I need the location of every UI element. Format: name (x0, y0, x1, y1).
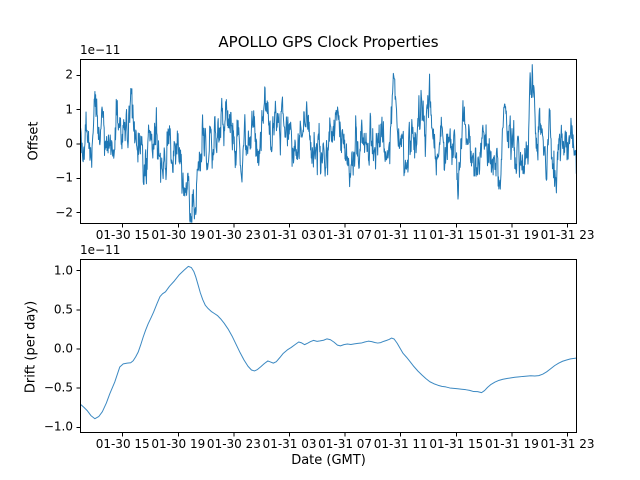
top-y-axis-label: Offset (26, 121, 42, 161)
figure-title: APOLLO GPS Clock Properties (218, 33, 439, 51)
drift-y-tick-label: −0.5 (43, 380, 73, 395)
drift-x-tick-label: 01-30 19 (151, 437, 206, 451)
offset-y-tick-label: 1 (65, 102, 73, 117)
offset-x-tick-label: 01-31 03 (262, 228, 317, 242)
drift-x-tick-label: 01-31 15 (429, 437, 484, 451)
drift-y-tick-label: −1.0 (43, 419, 73, 434)
offset-x-tick-label: 01-31 15 (429, 228, 484, 242)
offset-x-tick-label: 01-31 11 (373, 228, 428, 242)
offset-x-tick-label: 01-31 19 (484, 228, 539, 242)
drift-x-tick-label: 01-30 23 (206, 437, 261, 451)
top-scale-offset-label: 1e−11 (80, 43, 121, 57)
x-axis-label: Date (GMT) (291, 453, 366, 468)
offset-x-tick-label: 01-30 15 (95, 228, 150, 242)
drift-y-tick-label: 0.0 (53, 341, 73, 356)
offset-y-tick-label: −1 (55, 170, 73, 185)
offset-axes-frame (80, 59, 577, 224)
drift-y-tick-label: 0.5 (53, 302, 73, 317)
drift-x-tick-label: 01-31 11 (373, 437, 428, 451)
offset-plot-canvas (76, 59, 577, 228)
offset-y-tick-label: 2 (65, 67, 73, 82)
offset-y-tick-label: 0 (65, 136, 73, 151)
drift-x-tick-label: 01-31 23 (540, 437, 595, 451)
drift-x-tick-label: 01-31 19 (484, 437, 539, 451)
offset-y-tick-label: −2 (55, 205, 73, 220)
drift-x-tick-label: 01-30 15 (95, 437, 150, 451)
drift-axes-frame (80, 259, 577, 433)
drift-series-line (80, 265, 577, 420)
bottom-scale-offset-label: 1e−11 (80, 243, 121, 257)
drift-plot-canvas (76, 259, 577, 437)
drift-x-tick-label: 01-31 07 (318, 437, 373, 451)
offset-series-line (80, 64, 577, 223)
drift-y-tick-label: 1.0 (53, 263, 73, 278)
offset-x-tick-label: 01-31 23 (540, 228, 595, 242)
drift-x-tick-label: 01-31 03 (262, 437, 317, 451)
offset-x-tick-label: 01-31 07 (318, 228, 373, 242)
offset-x-tick-label: 01-30 23 (206, 228, 261, 242)
bottom-y-axis-label: Drift (per day) (23, 300, 39, 394)
offset-x-tick-label: 01-30 19 (151, 228, 206, 242)
